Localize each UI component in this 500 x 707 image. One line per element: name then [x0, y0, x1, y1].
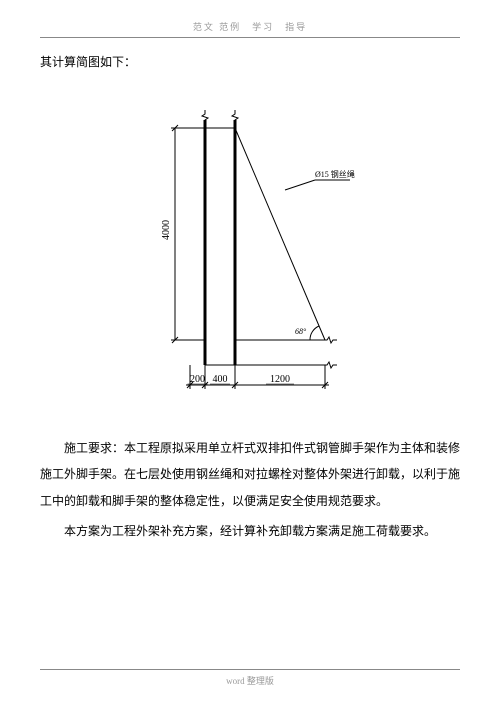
section-title: 其计算简图如下：	[40, 53, 460, 70]
paragraph-1: 施工要求：本工程原拟采用单立杆式双排扣件式钢管脚手架作为主体和装修施工外脚手架。…	[40, 435, 460, 514]
engineering-diagram: Ø15 钢丝绳 68° 4000 200 400 1200	[135, 90, 365, 410]
svg-text:200: 200	[190, 374, 205, 385]
paragraph-2: 本方案为工程外架补充方案，经计算补充卸载方案满足施工荷载要求。	[40, 518, 460, 544]
header-text: 范文 范例 学习 指导	[193, 22, 307, 32]
svg-text:400: 400	[213, 374, 228, 385]
svg-text:4000: 4000	[161, 220, 172, 240]
svg-text:1200: 1200	[270, 374, 290, 385]
header-divider	[40, 37, 460, 38]
page-header: 范文 范例 学习 指导	[40, 20, 460, 33]
diagram-container: Ø15 钢丝绳 68° 4000 200 400 1200	[40, 90, 460, 410]
page-footer: word 整理版	[0, 669, 500, 687]
body-text: 施工要求：本工程原拟采用单立杆式双排扣件式钢管脚手架作为主体和装修施工外脚手架。…	[40, 435, 460, 545]
svg-text:Ø15 钢丝绳: Ø15 钢丝绳	[315, 169, 355, 179]
svg-text:68°: 68°	[295, 327, 307, 336]
footer-text: word 整理版	[226, 676, 274, 686]
footer-divider	[40, 669, 460, 670]
